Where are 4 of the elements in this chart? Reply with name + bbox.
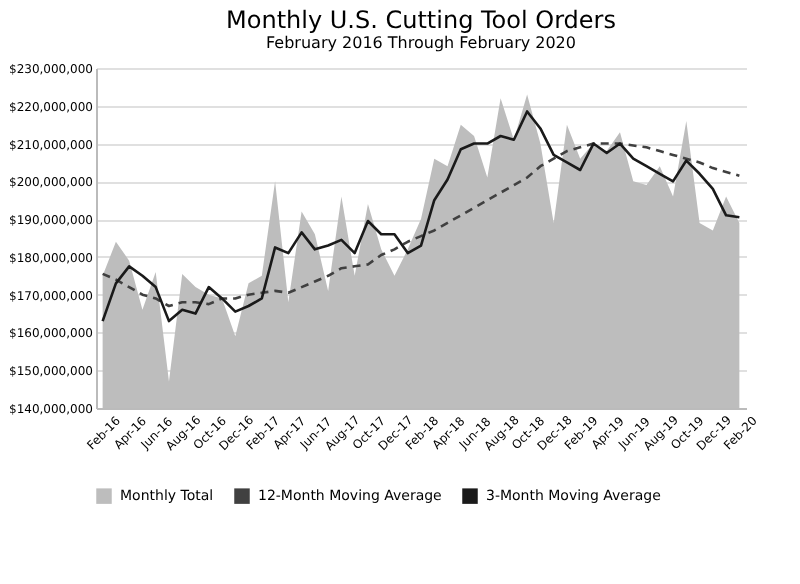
line-series [101,142,741,308]
line-series [101,110,741,323]
chart-title: Monthly U.S. Cutting Tool Orders [226,6,616,34]
chart-subtitle: February 2016 Through February 2020 [266,34,576,52]
